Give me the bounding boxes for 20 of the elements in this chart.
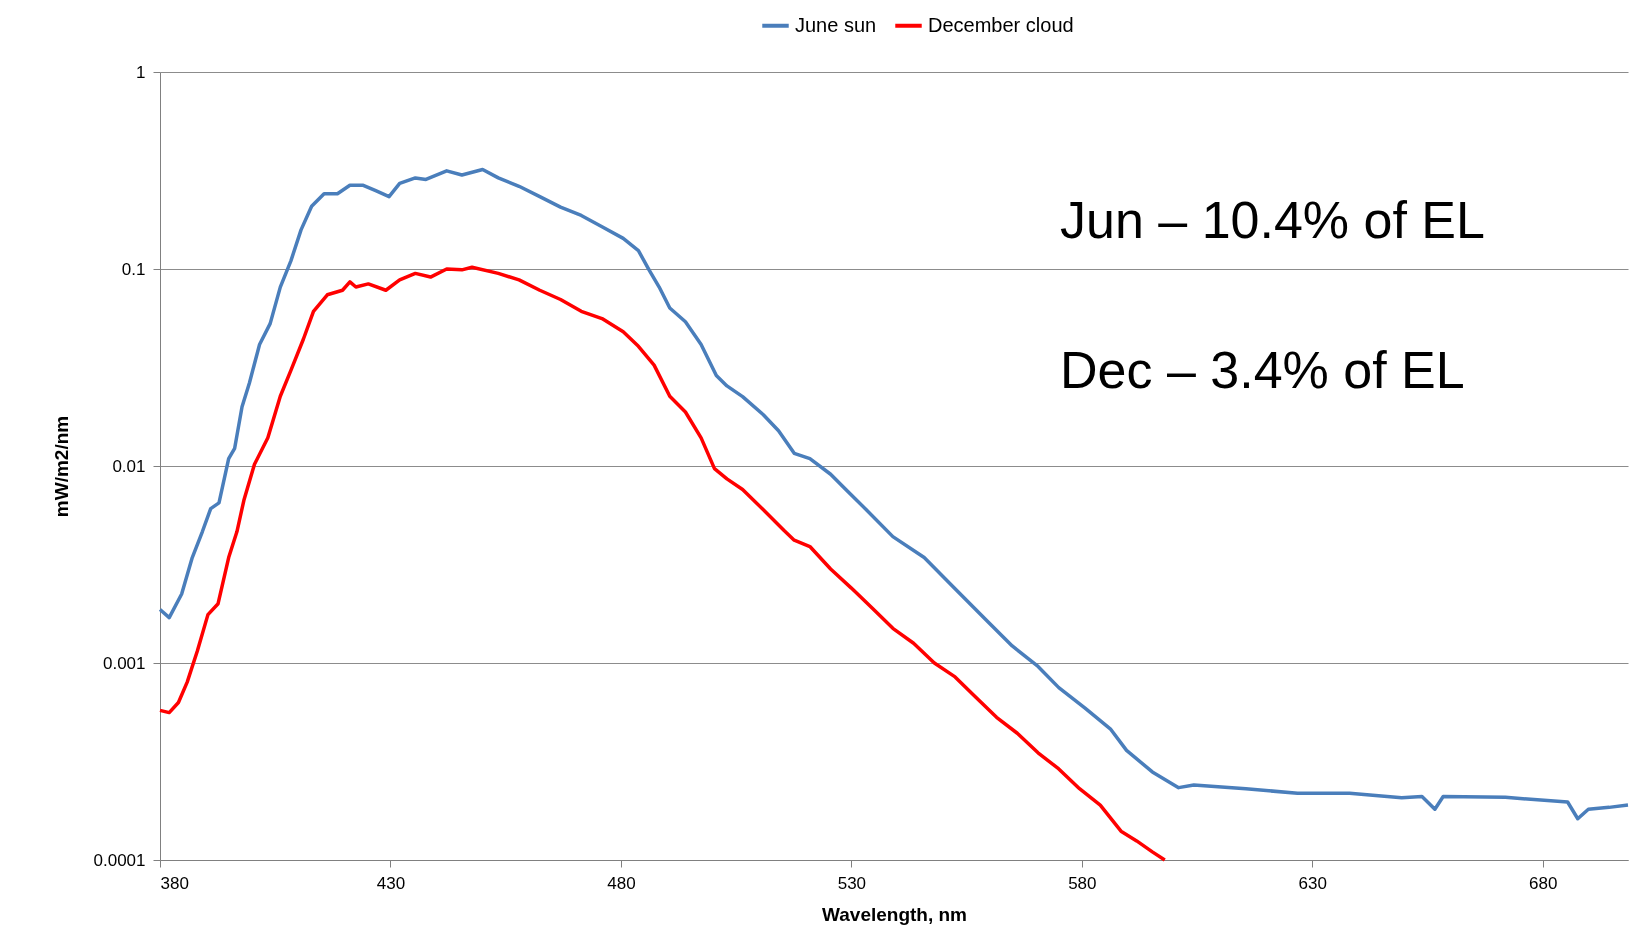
x-tick-label: 580 [1068,873,1097,893]
x-tick-label: 480 [607,873,636,893]
x-tick-label: 630 [1298,873,1327,893]
y-tick-label: 0.001 [102,653,146,673]
y-axis-title: mW/m2/nm [50,415,72,518]
x-tick-label: 680 [1529,873,1558,893]
x-axis-title: Wavelength, nm [822,903,967,925]
legend-label: June sun [795,13,877,36]
annotation: Jun – 10.4% of EL [1060,191,1485,249]
y-tick-label: 1 [136,62,146,82]
x-tick-label: 430 [376,873,406,893]
legend-label: December cloud [928,13,1074,36]
x-tick-label: 530 [837,873,867,893]
annotation: Dec – 3.4% of EL [1060,341,1465,399]
y-tick-label: 0.01 [112,456,146,476]
line-series [158,265,1167,862]
y-tick-label: 0.1 [121,259,146,279]
x-tick-label: 380 [160,873,189,893]
y-tick-label: 0.0001 [93,850,146,870]
line-series [158,167,1630,821]
